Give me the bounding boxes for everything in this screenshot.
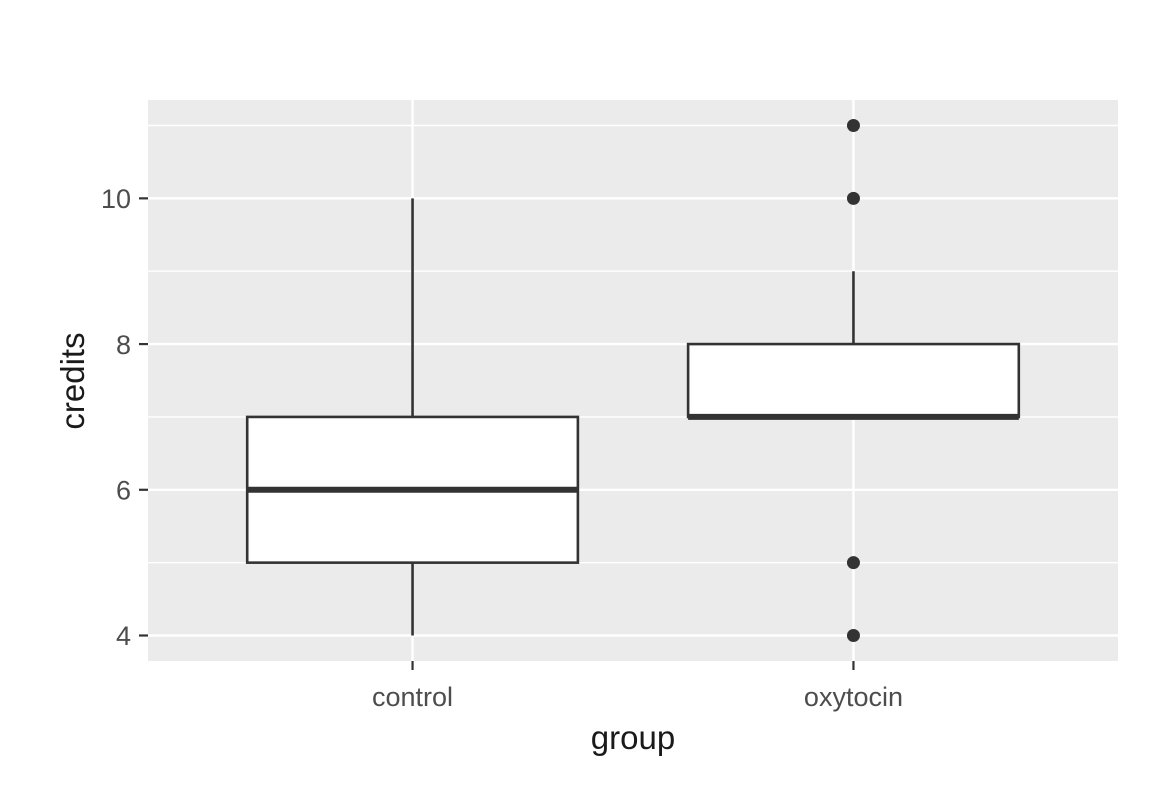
y-axis-tick-label-8: 8	[116, 330, 131, 360]
outlier-point-oxytocin-10	[846, 191, 860, 205]
x-axis-tick-label-oxytocin: oxytocin	[804, 682, 903, 712]
outlier-point-oxytocin-5	[846, 556, 860, 570]
plot-panel-layer: 4 6 8 10 control oxytocin	[101, 100, 1118, 712]
y-axis-tick-label-6: 6	[116, 476, 131, 506]
y-axis-tick-label-10: 10	[101, 184, 131, 214]
y-axis-tick-label-4: 4	[116, 621, 131, 651]
box-oxytocin	[686, 342, 1021, 419]
y-axis-title: credits	[54, 332, 91, 429]
outlier-point-oxytocin-4	[846, 629, 860, 642]
outlier-point-oxytocin-11	[846, 119, 860, 132]
x-axis-title: group	[591, 719, 675, 756]
x-axis-tick-label-control: control	[372, 682, 453, 712]
